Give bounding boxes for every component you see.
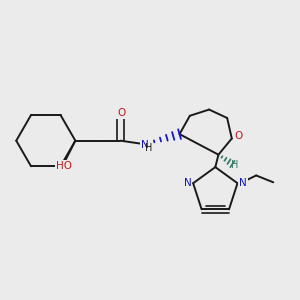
Text: N: N — [141, 140, 148, 150]
Text: H: H — [231, 160, 239, 170]
Text: H: H — [146, 143, 153, 153]
Text: N: N — [239, 178, 247, 188]
Text: N: N — [184, 178, 191, 188]
Text: HO: HO — [56, 160, 71, 171]
Text: O: O — [117, 108, 125, 118]
Text: O: O — [234, 131, 242, 141]
